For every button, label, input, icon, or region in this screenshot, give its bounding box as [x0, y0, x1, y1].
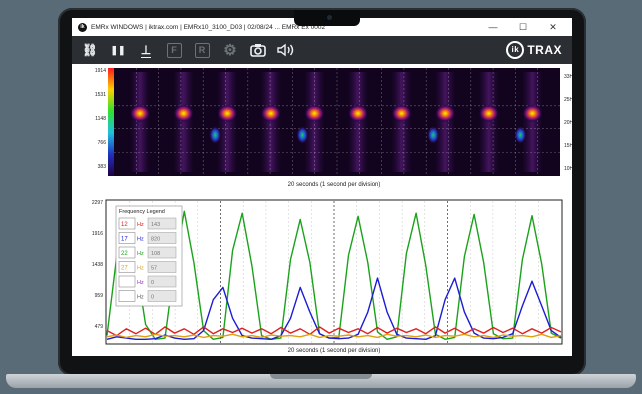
- spectrogram-hotspot: [217, 104, 238, 123]
- spectrogram-colorbar: [108, 68, 114, 176]
- legend-frequency-field[interactable]: [118, 232, 136, 244]
- spectrogram-secondary-spot: [209, 125, 222, 144]
- spectrogram-y-tick-left: 383: [98, 164, 107, 170]
- legend-amplitude-field: [147, 290, 177, 302]
- camera-lens: [327, 15, 332, 20]
- spectrogram-y-tick-right: 20Hz: [564, 120, 572, 126]
- spectrogram-hotspot: [435, 104, 456, 123]
- spectrogram-secondary-spot: [514, 125, 527, 144]
- legend-amplitude-field: [147, 232, 177, 244]
- legend-frequency-value: 17: [121, 237, 128, 243]
- screenshot-button[interactable]: [248, 40, 268, 60]
- legend-frequency-unit: Hz: [137, 237, 144, 243]
- spectrogram-y-tick-right: 33Hz: [564, 74, 572, 80]
- spectrogram-secondary-spot: [427, 125, 440, 144]
- spectrogram-hotspot: [348, 104, 368, 123]
- laptop-base-groove: [270, 374, 372, 379]
- minimize-button[interactable]: —: [488, 22, 498, 32]
- maximize-button[interactable]: ☐: [518, 22, 528, 32]
- legend-frequency-value: 12: [121, 222, 128, 228]
- spectrogram-hotspot: [304, 104, 325, 123]
- legend-amplitude-value: 0: [151, 295, 154, 301]
- spectrogram-hotspot: [260, 104, 281, 123]
- spectrogram-hotspot: [478, 104, 499, 123]
- laptop-base: [6, 374, 636, 388]
- window-controls: — ☐ ✕: [478, 18, 568, 36]
- legend-amplitude-value: 820: [151, 237, 160, 243]
- legend-amplitude-field: [147, 275, 177, 288]
- line-chart-y-tick: 1438: [92, 262, 103, 268]
- audio-button[interactable]: [276, 40, 296, 60]
- spectrogram-y-tick-right: 25Hz: [564, 97, 572, 103]
- legend-amplitude-value: 108: [151, 251, 160, 257]
- spectrogram-hotspot: [522, 104, 543, 123]
- gear-icon: ⚙: [223, 42, 237, 59]
- line-chart-y-tick: 2297: [92, 200, 103, 206]
- line-chart-x-label: 20 seconds (1 second per division): [288, 348, 381, 354]
- series-line-17-hz: [106, 277, 562, 340]
- pause-icon: ❚❚: [110, 44, 126, 55]
- spectrogram-secondary-spot: [296, 125, 309, 144]
- spectrogram-y-tick-left: 1148: [95, 116, 106, 122]
- baseline-icon: ⊥: [140, 42, 152, 58]
- spectrogram-y-tick-left: 766: [98, 140, 107, 146]
- legend-amplitude-value: 143: [151, 222, 160, 228]
- legend-frequency-unit: Hz: [137, 280, 144, 286]
- legend-frequency-field[interactable]: [118, 290, 136, 302]
- legend-frequency-field[interactable]: [118, 275, 136, 288]
- window-title: EMRx WINDOWS | iktrax.com | EMRx10_3100_…: [91, 23, 326, 31]
- legend-frequency-unit: Hz: [137, 251, 144, 257]
- close-button[interactable]: ✕: [549, 22, 557, 32]
- link-button[interactable]: ⛓: [80, 40, 100, 60]
- spectrogram-hotspot: [130, 104, 150, 123]
- spectrogram-y-tick-right: 15Hz: [564, 143, 572, 149]
- f-button[interactable]: F: [164, 40, 184, 60]
- app-icon: ik: [78, 22, 87, 32]
- line-chart-y-tick: 479: [95, 324, 104, 330]
- legend-frequency-unit: Hz: [137, 266, 144, 272]
- f-icon: F: [166, 42, 182, 58]
- frequency-legend-title: Frequency Legend: [119, 209, 165, 215]
- spectrogram-y-tick-right: 10Hz: [564, 166, 572, 172]
- legend-frequency-value: 27: [121, 266, 128, 272]
- legend-frequency-unit: Hz: [137, 295, 144, 301]
- legend-frequency-field[interactable]: [118, 217, 136, 230]
- settings-button[interactable]: ⚙: [220, 40, 240, 60]
- spectrogram-y-tick-left: 1914: [95, 68, 106, 74]
- series-line-12-hz: [106, 326, 562, 337]
- legend-amplitude-field: [147, 246, 177, 259]
- legend-amplitude-value: 57: [151, 266, 157, 272]
- toolbar: ⛓ ❚❚ ⊥ F R ⚙: [72, 36, 572, 64]
- legend-frequency-field[interactable]: [118, 246, 136, 259]
- link-icon: ⛓: [82, 43, 98, 57]
- brand-logo: ik TRAX: [506, 39, 562, 61]
- line-chart-panel: 2297 1916 1438 959 479 Frequency Legend 12 Hz 1…: [92, 199, 563, 354]
- legend-amplitude-field: [147, 261, 177, 273]
- brand-mark: ik: [506, 41, 525, 59]
- line-chart-y-tick: 1916: [92, 231, 103, 237]
- legend-amplitude-value: 0: [151, 280, 154, 286]
- line-chart-y-tick: 959: [95, 293, 104, 299]
- legend-amplitude-field: [147, 217, 177, 230]
- baseline-button[interactable]: ⊥: [136, 40, 156, 60]
- spectrogram-x-label: 20 seconds (1 second per division): [288, 182, 381, 188]
- camera-icon: [250, 44, 266, 57]
- spectrogram-y-tick-left: 1531: [95, 92, 106, 98]
- legend-frequency-value: 22: [121, 251, 128, 257]
- title-bar: ik EMRx WINDOWS | iktrax.com | EMRx10_31…: [72, 18, 572, 36]
- speaker-icon: [277, 43, 294, 57]
- brand-name: TRAX: [527, 43, 562, 57]
- legend-frequency-unit: Hz: [137, 222, 144, 228]
- spectrogram-hotspot: [173, 104, 194, 123]
- pause-button[interactable]: ❚❚: [108, 40, 128, 60]
- app-window: ik EMRx WINDOWS | iktrax.com | EMRx10_31…: [72, 18, 572, 356]
- r-button[interactable]: R: [192, 40, 212, 60]
- series-line-27-hz: [106, 333, 562, 339]
- legend-frequency-field[interactable]: [118, 261, 136, 273]
- r-icon: R: [194, 42, 210, 58]
- spectrogram-hotspot: [391, 104, 412, 123]
